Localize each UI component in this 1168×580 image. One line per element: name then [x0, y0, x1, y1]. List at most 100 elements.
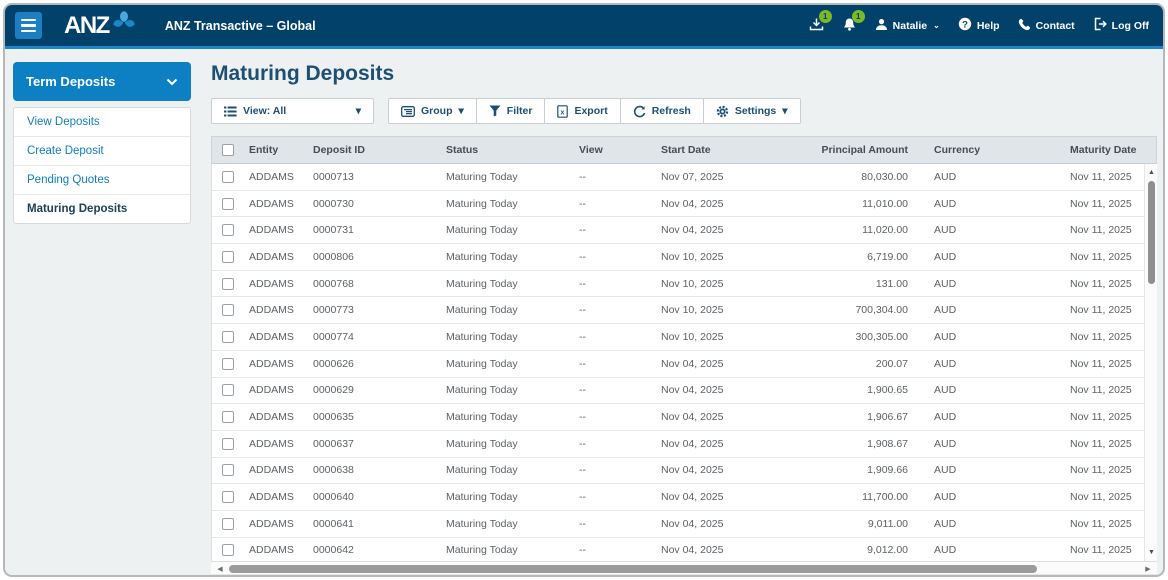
top-nav-bar: ANZ ANZ Transactive – Global — [5, 5, 1163, 46]
sidebar-item-view-deposits[interactable]: View Deposits — [14, 108, 190, 137]
cell-maturity-date: Nov 11, 2025 — [1070, 170, 1132, 183]
toolbar: View: All ▾ Group ▾ — [211, 98, 1157, 124]
cell-currency: AUD — [934, 464, 957, 477]
row-checkbox[interactable] — [222, 384, 234, 397]
refresh-button[interactable]: Refresh — [619, 98, 704, 124]
column-header-start-date[interactable]: Start Date — [661, 144, 711, 156]
column-header-maturity-date[interactable]: Maturity Date — [1070, 144, 1137, 156]
sidebar-section-term-deposits[interactable]: Term Deposits — [13, 62, 191, 101]
cell-principal-amount: 700,304.00 — [855, 304, 908, 317]
cell-start-date: Nov 04, 2025 — [661, 197, 724, 210]
logoff-icon — [1093, 17, 1107, 34]
settings-button[interactable]: Settings ▾ — [702, 98, 801, 124]
cell-view: -- — [579, 304, 586, 317]
view-dropdown[interactable]: View: All ▾ — [211, 98, 374, 124]
horizontal-scroll-thumb[interactable] — [229, 565, 1037, 573]
gear-icon — [716, 105, 729, 118]
anz-logo-text: ANZ — [64, 11, 110, 39]
menu-hamburger-button[interactable] — [15, 12, 42, 39]
cell-currency: AUD — [934, 224, 957, 237]
cell-currency: AUD — [934, 437, 957, 450]
select-all-checkbox[interactable] — [222, 144, 234, 156]
cell-view: -- — [579, 250, 586, 263]
help-button[interactable]: ? Help — [958, 17, 1000, 34]
downloads-button[interactable]: 1 — [809, 9, 832, 35]
row-checkbox[interactable] — [222, 197, 234, 210]
column-header-status[interactable]: Status — [446, 144, 479, 156]
column-header-deposit-id[interactable]: Deposit ID — [313, 144, 365, 156]
logoff-button[interactable]: Log Off — [1093, 17, 1149, 34]
row-checkbox[interactable] — [222, 411, 234, 424]
cell-status: Maturing Today — [446, 197, 518, 210]
row-checkbox[interactable] — [222, 491, 234, 504]
cell-view: -- — [579, 384, 586, 397]
cell-currency: AUD — [934, 250, 957, 263]
cell-start-date: Nov 04, 2025 — [661, 224, 724, 237]
cell-checkbox — [212, 304, 246, 317]
accent-strip — [5, 46, 1163, 49]
cell-maturity-date: Nov 11, 2025 — [1070, 544, 1132, 557]
sidebar-item-create-deposit[interactable]: Create Deposit — [14, 137, 190, 166]
cell-maturity-date: Nov 11, 2025 — [1070, 250, 1132, 263]
cell-entity: ADDAMS — [249, 491, 294, 504]
cell-currency: AUD — [934, 357, 957, 370]
sidebar-section-title: Term Deposits — [26, 74, 116, 89]
user-menu[interactable]: Natalie ⌄ — [875, 18, 940, 34]
row-checkbox[interactable] — [222, 250, 234, 263]
filter-funnel-icon — [489, 105, 501, 117]
cell-principal-amount: 1,900.65 — [867, 384, 908, 397]
cell-maturity-date: Nov 11, 2025 — [1070, 517, 1132, 530]
sidebar-item-maturing-deposits[interactable]: Maturing Deposits — [27, 203, 128, 215]
table-row: ADDAMS 0000629 Maturing Today -- Nov 04, 202… — [212, 377, 1156, 405]
cell-maturity-date: Nov 11, 2025 — [1070, 330, 1132, 343]
row-checkbox[interactable] — [222, 170, 234, 183]
cell-status: Maturing Today — [446, 517, 518, 530]
cell-status: Maturing Today — [446, 277, 518, 290]
row-checkbox[interactable] — [222, 437, 234, 450]
export-button[interactable]: x Export — [544, 98, 621, 124]
scroll-left-arrow[interactable]: ◀ — [217, 566, 223, 573]
cell-deposit-id: 0000626 — [313, 357, 354, 370]
cell-maturity-date: Nov 11, 2025 — [1070, 197, 1132, 210]
cell-checkbox — [212, 384, 246, 397]
download-icon — [809, 17, 824, 35]
column-header-view[interactable]: View — [579, 144, 603, 156]
row-checkbox[interactable] — [222, 357, 234, 370]
column-header-principal-amount[interactable]: Principal Amount — [821, 144, 908, 156]
sidebar-item-pending-quotes[interactable]: Pending Quotes — [14, 166, 190, 195]
app-window: ANZ ANZ Transactive – Global — [3, 3, 1165, 577]
cell-entity: ADDAMS — [249, 277, 294, 290]
notifications-button[interactable]: 1 — [842, 9, 865, 35]
row-checkbox[interactable] — [222, 517, 234, 530]
vertical-scrollbar[interactable]: ▲ ▼ — [1144, 164, 1157, 561]
table-row: ADDAMS 0000713 Maturing Today -- Nov 07, 202… — [212, 164, 1156, 191]
cell-entity: ADDAMS — [249, 330, 294, 343]
cell-start-date: Nov 10, 2025 — [661, 304, 724, 317]
scroll-up-arrow[interactable]: ▲ — [1148, 169, 1155, 176]
row-checkbox[interactable] — [222, 330, 234, 343]
filter-button[interactable]: Filter — [475, 98, 546, 124]
cell-start-date: Nov 04, 2025 — [661, 491, 724, 504]
column-header-currency[interactable]: Currency — [934, 144, 981, 156]
row-checkbox[interactable] — [222, 224, 234, 237]
cell-view: -- — [579, 544, 586, 557]
cell-entity: ADDAMS — [249, 384, 294, 397]
scroll-down-arrow[interactable]: ▼ — [1148, 549, 1155, 556]
group-button[interactable]: Group ▾ — [388, 98, 477, 124]
row-checkbox[interactable] — [222, 464, 234, 477]
cell-principal-amount: 11,010.00 — [862, 197, 908, 210]
cell-entity: ADDAMS — [249, 304, 294, 317]
scroll-right-arrow[interactable]: ▶ — [1145, 566, 1151, 573]
caret-down-icon: ▾ — [782, 105, 788, 117]
cell-maturity-date: Nov 11, 2025 — [1070, 411, 1132, 424]
cell-start-date: Nov 10, 2025 — [661, 277, 724, 290]
filter-label: Filter — [506, 105, 533, 117]
vertical-scroll-thumb[interactable] — [1148, 181, 1155, 284]
row-checkbox[interactable] — [222, 544, 234, 557]
bell-icon — [842, 17, 857, 35]
contact-button[interactable]: Contact — [1018, 18, 1075, 34]
row-checkbox[interactable] — [222, 304, 234, 317]
horizontal-scrollbar[interactable]: ◀ ▶ — [211, 561, 1157, 575]
column-header-entity[interactable]: Entity — [249, 144, 279, 156]
row-checkbox[interactable] — [222, 277, 234, 290]
